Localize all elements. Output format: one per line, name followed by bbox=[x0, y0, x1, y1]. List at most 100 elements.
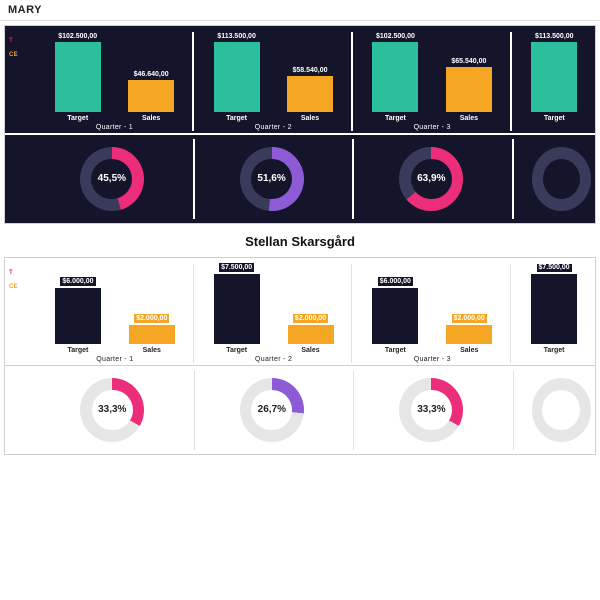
bar-value: $113.500,00 bbox=[217, 33, 256, 40]
bar-chart: $6.000,00 Target $2.000,00 Sales bbox=[41, 264, 189, 354]
bar-label: Sales bbox=[301, 115, 319, 122]
bar-chart: $7.500,00 Target bbox=[517, 264, 591, 354]
summary-bar-row: T CE $102.500,00 Target $46.640,00 Sales… bbox=[5, 26, 595, 133]
bar-sales: $2.000,00 Sales bbox=[436, 314, 502, 354]
bar-value: $65.540,00 bbox=[451, 58, 486, 65]
bar-chart: $102.500,00 Target $46.640,00 Sales bbox=[41, 32, 188, 122]
bar-value: $7.500,00 bbox=[537, 264, 572, 272]
bar-target-rect bbox=[372, 288, 418, 344]
bar-sales-rect bbox=[287, 76, 333, 112]
donut-side-spacer bbox=[9, 370, 31, 450]
donut-chart: 33,3% bbox=[399, 378, 463, 442]
bar-label: Target bbox=[67, 347, 88, 354]
summary-quarter-2: $113.500,00 Target $58.540,00 Sales Quar… bbox=[192, 32, 347, 131]
bar-value: $102.500,00 bbox=[376, 33, 415, 40]
bar-label: Target bbox=[226, 115, 247, 122]
bar-label: Sales bbox=[143, 347, 161, 354]
bar-value: $6.000,00 bbox=[378, 277, 413, 286]
donut-cell-2: 51,6% bbox=[193, 139, 349, 219]
bar-target-rect bbox=[214, 42, 260, 112]
bar-value: $2.000,00 bbox=[293, 314, 328, 323]
donut-cell-2: 26,7% bbox=[194, 370, 350, 450]
bar-label: Target bbox=[385, 347, 406, 354]
donut-cell-3: 33,3% bbox=[353, 370, 509, 450]
quarter-label: Quarter - 1 bbox=[96, 356, 133, 363]
bar-label: Target bbox=[544, 115, 565, 122]
quarter-label: Quarter - 3 bbox=[414, 356, 451, 363]
side-label-target: T bbox=[9, 38, 37, 44]
bar-label: Sales bbox=[301, 347, 319, 354]
summary-quarter-3: $102.500,00 Target $65.540,00 Sales Quar… bbox=[351, 32, 506, 131]
bar-target: $102.500,00 Target bbox=[45, 33, 110, 122]
bar-target: $6.000,00 Target bbox=[362, 277, 428, 354]
donut-value: 63,9% bbox=[411, 159, 452, 200]
donut-chart: 63,9% bbox=[399, 147, 463, 211]
donut-chart bbox=[532, 147, 591, 211]
donut-cell-1: 45,5% bbox=[35, 139, 189, 219]
person-side-panel: T CE bbox=[9, 264, 37, 363]
bar-target: $7.500,00 Target bbox=[204, 263, 270, 354]
donut-cell-1: 33,3% bbox=[35, 370, 190, 450]
bar-label: Sales bbox=[460, 347, 478, 354]
donut-value: 33,3% bbox=[92, 390, 133, 431]
bar-target-rect bbox=[55, 288, 101, 344]
bar-sales: $2.000,00 Sales bbox=[119, 314, 185, 354]
quarter-label: Quarter - 1 bbox=[96, 124, 133, 131]
bar-value: $46.640,00 bbox=[134, 71, 169, 78]
bar-target-rect bbox=[372, 42, 418, 112]
bar-sales: $58.540,00 Sales bbox=[277, 67, 342, 122]
donut-value: 51,6% bbox=[251, 159, 292, 200]
quarter-label: Quarter - 3 bbox=[414, 124, 451, 131]
bar-target-rect bbox=[531, 42, 577, 112]
bar-label: Sales bbox=[142, 115, 160, 122]
side-label-ce: CE bbox=[9, 284, 37, 290]
side-label-target: T bbox=[9, 270, 37, 276]
page-title: MARY bbox=[0, 0, 600, 21]
summary-donut-row: 45,5% 51,6% 63,9% bbox=[5, 133, 595, 223]
bar-chart: $113.500,00 Target bbox=[518, 32, 591, 122]
donut-cell-3: 63,9% bbox=[352, 139, 508, 219]
bar-sales-rect bbox=[288, 325, 334, 344]
summary-side-panel: T CE bbox=[9, 32, 37, 131]
quarter-label: Quarter - 2 bbox=[255, 356, 292, 363]
bar-target-rect bbox=[55, 42, 101, 112]
donut-chart: 26,7% bbox=[240, 378, 304, 442]
bar-label: Target bbox=[226, 347, 247, 354]
bar-value: $58.540,00 bbox=[292, 67, 327, 74]
person-bar-row: T CE $6.000,00 Target $2.000,00 Sales Qu… bbox=[5, 258, 595, 365]
donut-chart: 51,6% bbox=[240, 147, 304, 211]
donut-cell-4 bbox=[513, 370, 591, 450]
bar-target: $6.000,00 Target bbox=[45, 277, 111, 354]
person-quarter-1: $6.000,00 Target $2.000,00 Sales Quarter… bbox=[41, 264, 189, 363]
donut-side-spacer bbox=[9, 139, 31, 219]
donut-value: 45,5% bbox=[91, 159, 132, 200]
bar-sales: $65.540,00 Sales bbox=[436, 58, 501, 122]
donut-value bbox=[542, 390, 580, 431]
bar-chart: $113.500,00 Target $58.540,00 Sales bbox=[200, 32, 347, 122]
bar-label: Target bbox=[544, 347, 565, 354]
bar-value: $102.500,00 bbox=[58, 33, 97, 40]
quarter-label: Quarter - 2 bbox=[255, 124, 292, 131]
summary-quarter-1: $102.500,00 Target $46.640,00 Sales Quar… bbox=[41, 32, 188, 131]
donut-chart: 45,5% bbox=[80, 147, 144, 211]
bar-chart: $102.500,00 Target $65.540,00 Sales bbox=[359, 32, 506, 122]
person-section: T CE $6.000,00 Target $2.000,00 Sales Qu… bbox=[4, 257, 596, 455]
bar-target: $113.500,00 Target bbox=[522, 33, 587, 122]
bar-label: Target bbox=[385, 115, 406, 122]
bar-value: $2.000,00 bbox=[134, 314, 169, 323]
bar-label: Target bbox=[67, 115, 88, 122]
person-quarter-2: $7.500,00 Target $2.000,00 Sales Quarter… bbox=[193, 264, 348, 363]
bar-value: $7.500,00 bbox=[219, 263, 254, 272]
donut-value: 26,7% bbox=[251, 390, 292, 431]
person-quarter-4: $7.500,00 Target bbox=[510, 264, 591, 363]
bar-chart: $7.500,00 Target $2.000,00 Sales bbox=[200, 264, 348, 354]
person-name: Stellan Skarsgård bbox=[0, 228, 600, 253]
donut-value bbox=[543, 159, 581, 200]
donut-chart: 33,3% bbox=[80, 378, 144, 442]
bar-value: $2.000,00 bbox=[452, 314, 487, 323]
donut-value: 33,3% bbox=[411, 390, 452, 431]
bar-chart: $6.000,00 Target $2.000,00 Sales bbox=[358, 264, 506, 354]
bar-value: $6.000,00 bbox=[60, 277, 95, 286]
bar-sales: $46.640,00 Sales bbox=[118, 71, 183, 122]
bar-sales-rect bbox=[129, 325, 175, 344]
